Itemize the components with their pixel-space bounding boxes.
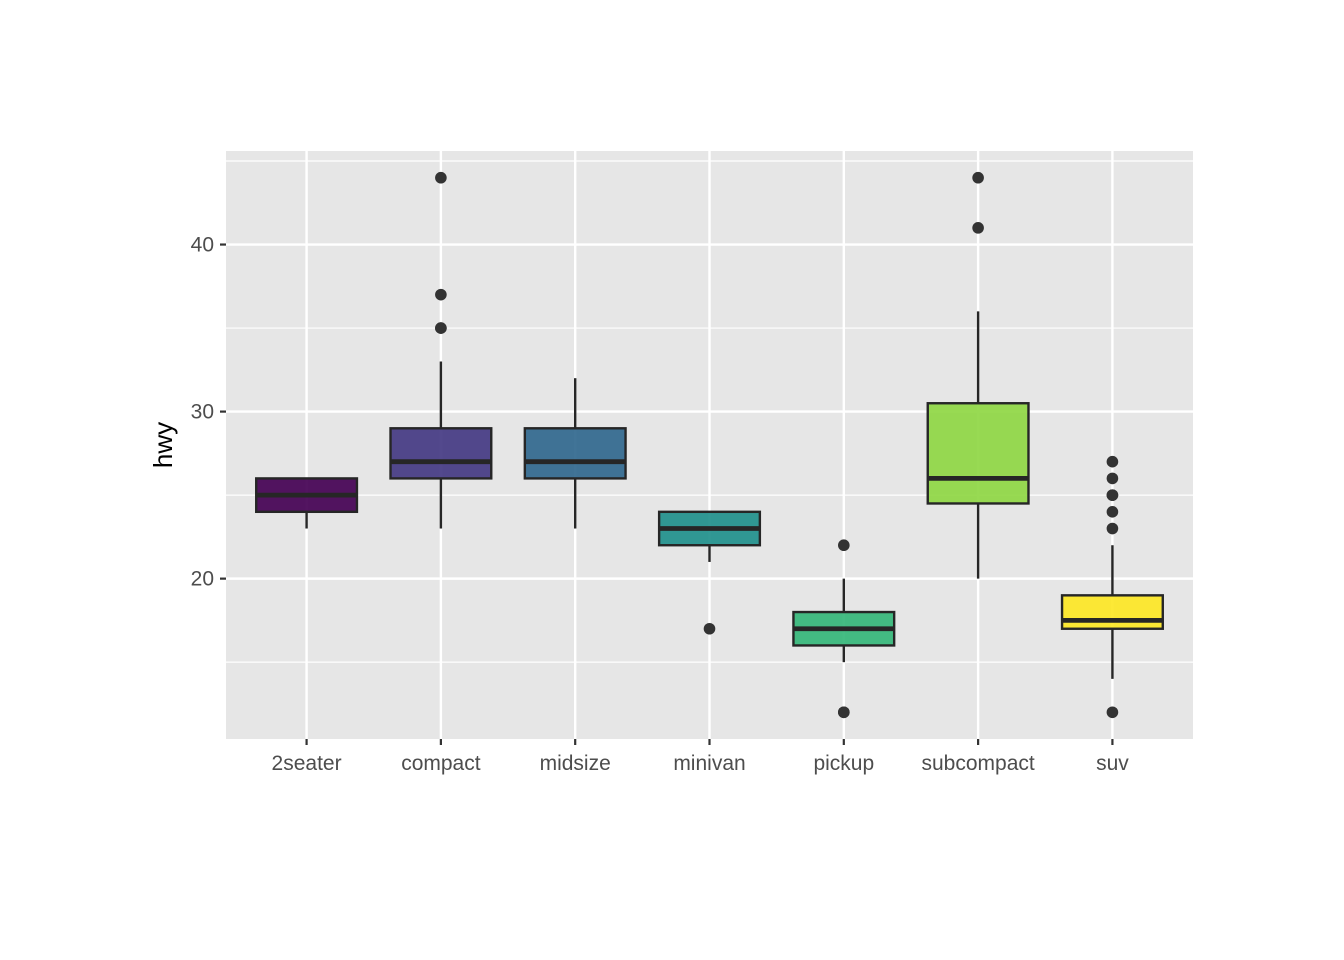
x-tick-label: pickup: [813, 752, 874, 775]
y-axis: 20 30 40: [191, 234, 226, 591]
outlier-point: [972, 171, 984, 184]
iqr-box: [523, 427, 627, 480]
y-tick-label: 30: [191, 401, 214, 424]
box-minivan: [657, 510, 762, 635]
box-midsize: [523, 378, 627, 529]
outlier-point: [435, 322, 447, 334]
outlier-point: [435, 288, 447, 301]
box-suv: [1060, 455, 1164, 719]
x-tick-label: suv: [1096, 752, 1129, 775]
x-tick-label: 2seater: [272, 752, 342, 775]
x-tick-label: minivan: [673, 752, 745, 775]
y-axis-title: hwy: [148, 422, 178, 468]
x-tick-label: compact: [401, 752, 481, 775]
box-2seater: [255, 477, 359, 529]
iqr-box: [1060, 594, 1164, 630]
outlier-point: [1106, 455, 1119, 468]
outlier-point: [1106, 522, 1119, 535]
x-tick-label: subcompact: [921, 752, 1034, 775]
box-subcompact: [926, 171, 1030, 579]
outlier-point: [1106, 472, 1119, 485]
outlier-point: [838, 539, 850, 552]
x-axis: 2seater compact midsize minivan pickup subcom…: [272, 739, 1129, 775]
iqr-box: [389, 427, 493, 480]
box-series: [255, 171, 1164, 719]
box-pickup: [792, 539, 896, 719]
y-tick-label: 20: [191, 568, 214, 591]
outlier-point: [972, 222, 984, 234]
outlier-point: [1106, 506, 1119, 518]
outlier-point: [1106, 489, 1119, 501]
outlier-point: [435, 171, 447, 184]
box-compact: [389, 171, 493, 529]
outlier-point: [1106, 706, 1119, 719]
outlier-point: [838, 706, 850, 719]
iqr-box: [926, 402, 1030, 505]
outlier-point: [703, 622, 716, 635]
x-tick-label: midsize: [540, 752, 611, 775]
y-tick-label: 40: [191, 234, 214, 257]
